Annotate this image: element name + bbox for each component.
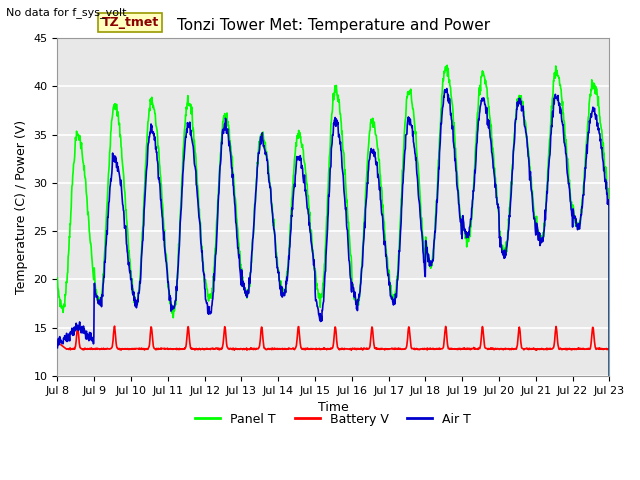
Text: TZ_tmet: TZ_tmet xyxy=(102,16,159,29)
Legend: Panel T, Battery V, Air T: Panel T, Battery V, Air T xyxy=(191,408,476,431)
Y-axis label: Temperature (C) / Power (V): Temperature (C) / Power (V) xyxy=(15,120,28,294)
Text: No data for f_sys_volt: No data for f_sys_volt xyxy=(6,7,127,18)
Title: Tonzi Tower Met: Temperature and Power: Tonzi Tower Met: Temperature and Power xyxy=(177,18,490,33)
X-axis label: Time: Time xyxy=(318,401,349,414)
